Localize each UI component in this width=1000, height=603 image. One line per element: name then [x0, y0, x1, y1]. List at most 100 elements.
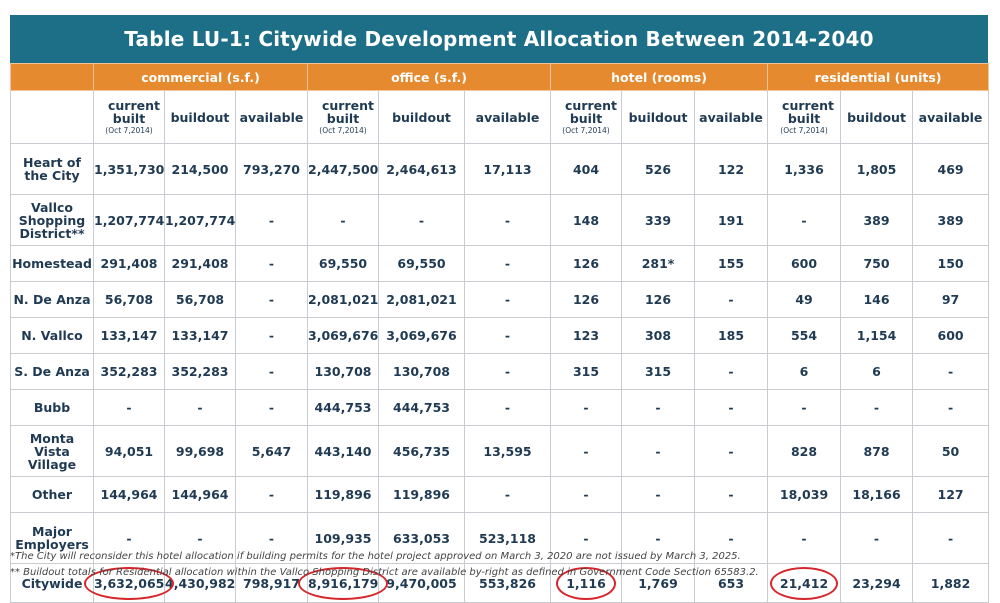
table-cell: 554 — [767, 317, 842, 354]
table-cell: 94,051 — [93, 425, 165, 477]
table-cell: 18,039 — [767, 476, 842, 513]
table-row: Homestead 291,408 291,408-69,550 69,550-126… — [10, 245, 990, 282]
table-cell: 308 — [621, 317, 696, 354]
subheader-current-built: current built (Oct 7,2014) — [550, 90, 623, 144]
table-cell: - — [235, 317, 308, 354]
table-row: S. De Anza 352,283 352,283-130,708 130,708-… — [10, 353, 990, 390]
table-cell: 828 — [767, 425, 842, 477]
table-cell: - — [621, 476, 696, 513]
subheader-buildout: buildout — [840, 90, 914, 144]
table-cell: - — [694, 389, 769, 426]
date-note: (Oct 7,2014) — [780, 126, 828, 135]
footnote-vallco: ** Buildout totals for Residential alloc… — [10, 567, 759, 578]
table-row: Bubb - - -444,753 444,753- - - - - - - — [10, 389, 990, 426]
table-cell: 214,500 — [164, 143, 236, 195]
table-cell: - — [767, 512, 842, 564]
table-cell: 2,081,021 — [378, 281, 465, 318]
row-label: N. Vallco — [10, 317, 94, 354]
table-cell: - — [235, 389, 308, 426]
table-title: Table LU-1: Citywide Development Allocat… — [10, 15, 988, 63]
table-cell: - — [93, 389, 165, 426]
table-cell: 2,081,021 — [307, 281, 379, 318]
table-cell: - — [912, 353, 990, 390]
table-cell: 50 — [912, 425, 990, 477]
table-cell: - — [694, 425, 769, 477]
table-cell: - — [912, 389, 990, 426]
table-cell: - — [463, 194, 552, 246]
group-hotel: hotel (rooms) — [550, 63, 769, 91]
table-cell: 109,935 — [307, 512, 379, 564]
table-cell: 1,351,730 — [93, 143, 165, 195]
table-cell: 523,118 — [463, 512, 552, 564]
table-cell: - — [840, 389, 914, 426]
group-commercial: commercial (s.f.) — [93, 63, 308, 91]
table-cell: 291,408 — [93, 245, 165, 282]
table-cell: 526 — [621, 143, 696, 195]
current-built-label: current built — [565, 98, 618, 126]
subheader-available: available — [463, 90, 552, 144]
current-built-label: current built — [782, 98, 835, 126]
row-label: S. De Anza — [10, 353, 94, 390]
table-cell: - — [694, 353, 769, 390]
table-cell: - — [767, 194, 842, 246]
table-cell: 150 — [912, 245, 990, 282]
table-cell: - — [550, 389, 623, 426]
corner-cell — [10, 63, 94, 91]
table-cell: - — [550, 425, 623, 477]
table-cell: - — [235, 353, 308, 390]
table-cell: 2,464,613 — [378, 143, 465, 195]
table-cell: 1,882 — [912, 563, 990, 603]
table-cell: 144,964 — [93, 476, 165, 513]
table-cell: - — [463, 317, 552, 354]
table-cell: 133,147 — [164, 317, 236, 354]
table-cell: 191 — [694, 194, 769, 246]
row-label: Other — [10, 476, 94, 513]
table-cell: 56,708 — [164, 281, 236, 318]
table-cell: 456,735 — [378, 425, 465, 477]
group-office: office (s.f.) — [306, 63, 552, 91]
row-label: Vallco Shopping District** — [10, 194, 94, 246]
table-cell: 3,069,676 — [378, 317, 465, 354]
row-label: Homestead — [10, 245, 94, 282]
circled-value: 21,412 — [769, 566, 839, 600]
table-cell: - — [694, 512, 769, 564]
table-cell: 6 — [840, 353, 914, 390]
table-cell: - — [621, 389, 696, 426]
table-cell: 49 — [767, 281, 842, 318]
table-cell: 97 — [912, 281, 990, 318]
row-label: Monta Vista Village — [10, 425, 94, 477]
table-cell: - — [767, 389, 842, 426]
table-cell: - — [93, 512, 165, 564]
table-cell: 750 — [840, 245, 914, 282]
subheader-buildout: buildout — [164, 90, 236, 144]
table-cell: 352,283 — [164, 353, 236, 390]
row-label: N. De Anza — [10, 281, 94, 318]
table-cell: 404 — [550, 143, 623, 195]
table-cell: 352,283 — [93, 353, 165, 390]
subheader-row: current built (Oct 7,2014) buildout availab… — [10, 90, 990, 144]
subheader-current-built: current built (Oct 7,2014) — [93, 90, 165, 144]
table-cell: 69,550 — [307, 245, 379, 282]
table-row: N. Vallco 133,147 133,147-3,069,676 3,069,6… — [10, 317, 990, 354]
group-residential: residential (units) — [767, 63, 990, 91]
table-cell: - — [235, 194, 308, 246]
table-cell: 155 — [694, 245, 769, 282]
table-cell: 17,113 — [463, 143, 552, 195]
allocation-table: commercial (s.f.) office (s.f.) hotel (r… — [10, 63, 990, 603]
table-cell: - — [550, 512, 623, 564]
table-cell: - — [235, 245, 308, 282]
table-cell: 1,207,774 — [93, 194, 165, 246]
table-cell: 119,896 — [307, 476, 379, 513]
table-cell: 2,447,500 — [307, 143, 379, 195]
table-cell: 185 — [694, 317, 769, 354]
subheader-current-built: current built (Oct 7,2014) — [767, 90, 842, 144]
table-cell: 144,964 — [164, 476, 236, 513]
table-cell: - — [463, 389, 552, 426]
table-cell: 1,336 — [767, 143, 842, 195]
date-note: (Oct 7,2014) — [562, 126, 610, 135]
current-built-label: current built — [108, 98, 160, 126]
subheader-buildout: buildout — [378, 90, 465, 144]
table-cell: 130,708 — [378, 353, 465, 390]
table-cell: 3,069,676 — [307, 317, 379, 354]
table-cell: 793,270 — [235, 143, 308, 195]
